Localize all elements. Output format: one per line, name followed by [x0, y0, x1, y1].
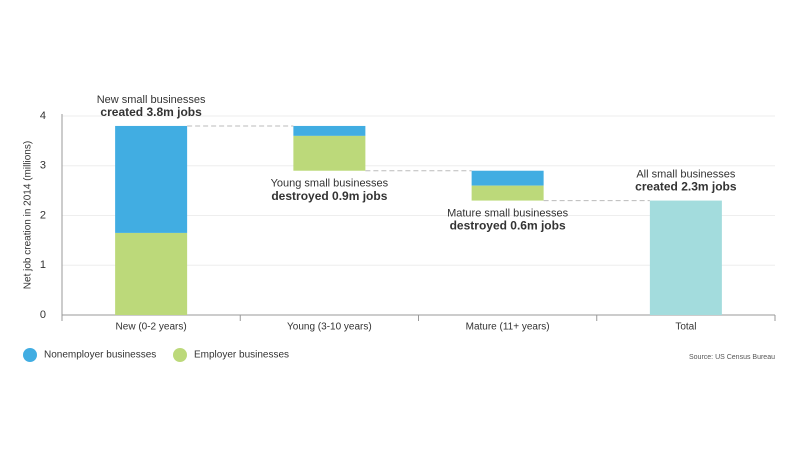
y-tick-label: 1 [40, 259, 46, 271]
legend-swatch [23, 348, 37, 362]
annotation: New small businesses [97, 94, 206, 106]
bar-segment [115, 125, 188, 233]
bar-segment [471, 170, 544, 186]
legend-label: Nonemployer businesses [44, 350, 156, 361]
annotation-bold: destroyed 0.9m jobs [271, 189, 387, 203]
legend-swatch [173, 348, 187, 362]
bar-segment [293, 135, 366, 171]
y-tick-label: 3 [40, 160, 46, 172]
bar-segment [293, 125, 366, 136]
annotation: Young small businesses [271, 178, 389, 190]
bar-segment [115, 232, 188, 315]
annotation-bold: destroyed 0.6m jobs [450, 219, 566, 233]
legend-label: Employer businesses [194, 350, 289, 361]
annotation-bold: created 3.8m jobs [100, 105, 202, 119]
annotation-bold: created 2.3m jobs [635, 180, 737, 194]
x-tick-label: Young (3-10 years) [287, 322, 372, 333]
annotation: All small businesses [636, 168, 736, 180]
x-tick-label: Mature (11+ years) [466, 322, 550, 333]
x-tick-label: Total [675, 322, 696, 333]
total-bar [649, 200, 722, 315]
y-axis-label: Net job creation in 2014 (millions) [23, 141, 34, 289]
y-tick-label: 0 [40, 309, 46, 321]
y-tick-label: 2 [40, 209, 46, 221]
bar-segment [471, 185, 544, 201]
source: Source: US Census Bureau [689, 354, 775, 361]
annotation: Mature small businesses [447, 207, 569, 219]
x-tick-label: New (0-2 years) [116, 322, 187, 333]
y-tick-label: 4 [40, 110, 46, 122]
